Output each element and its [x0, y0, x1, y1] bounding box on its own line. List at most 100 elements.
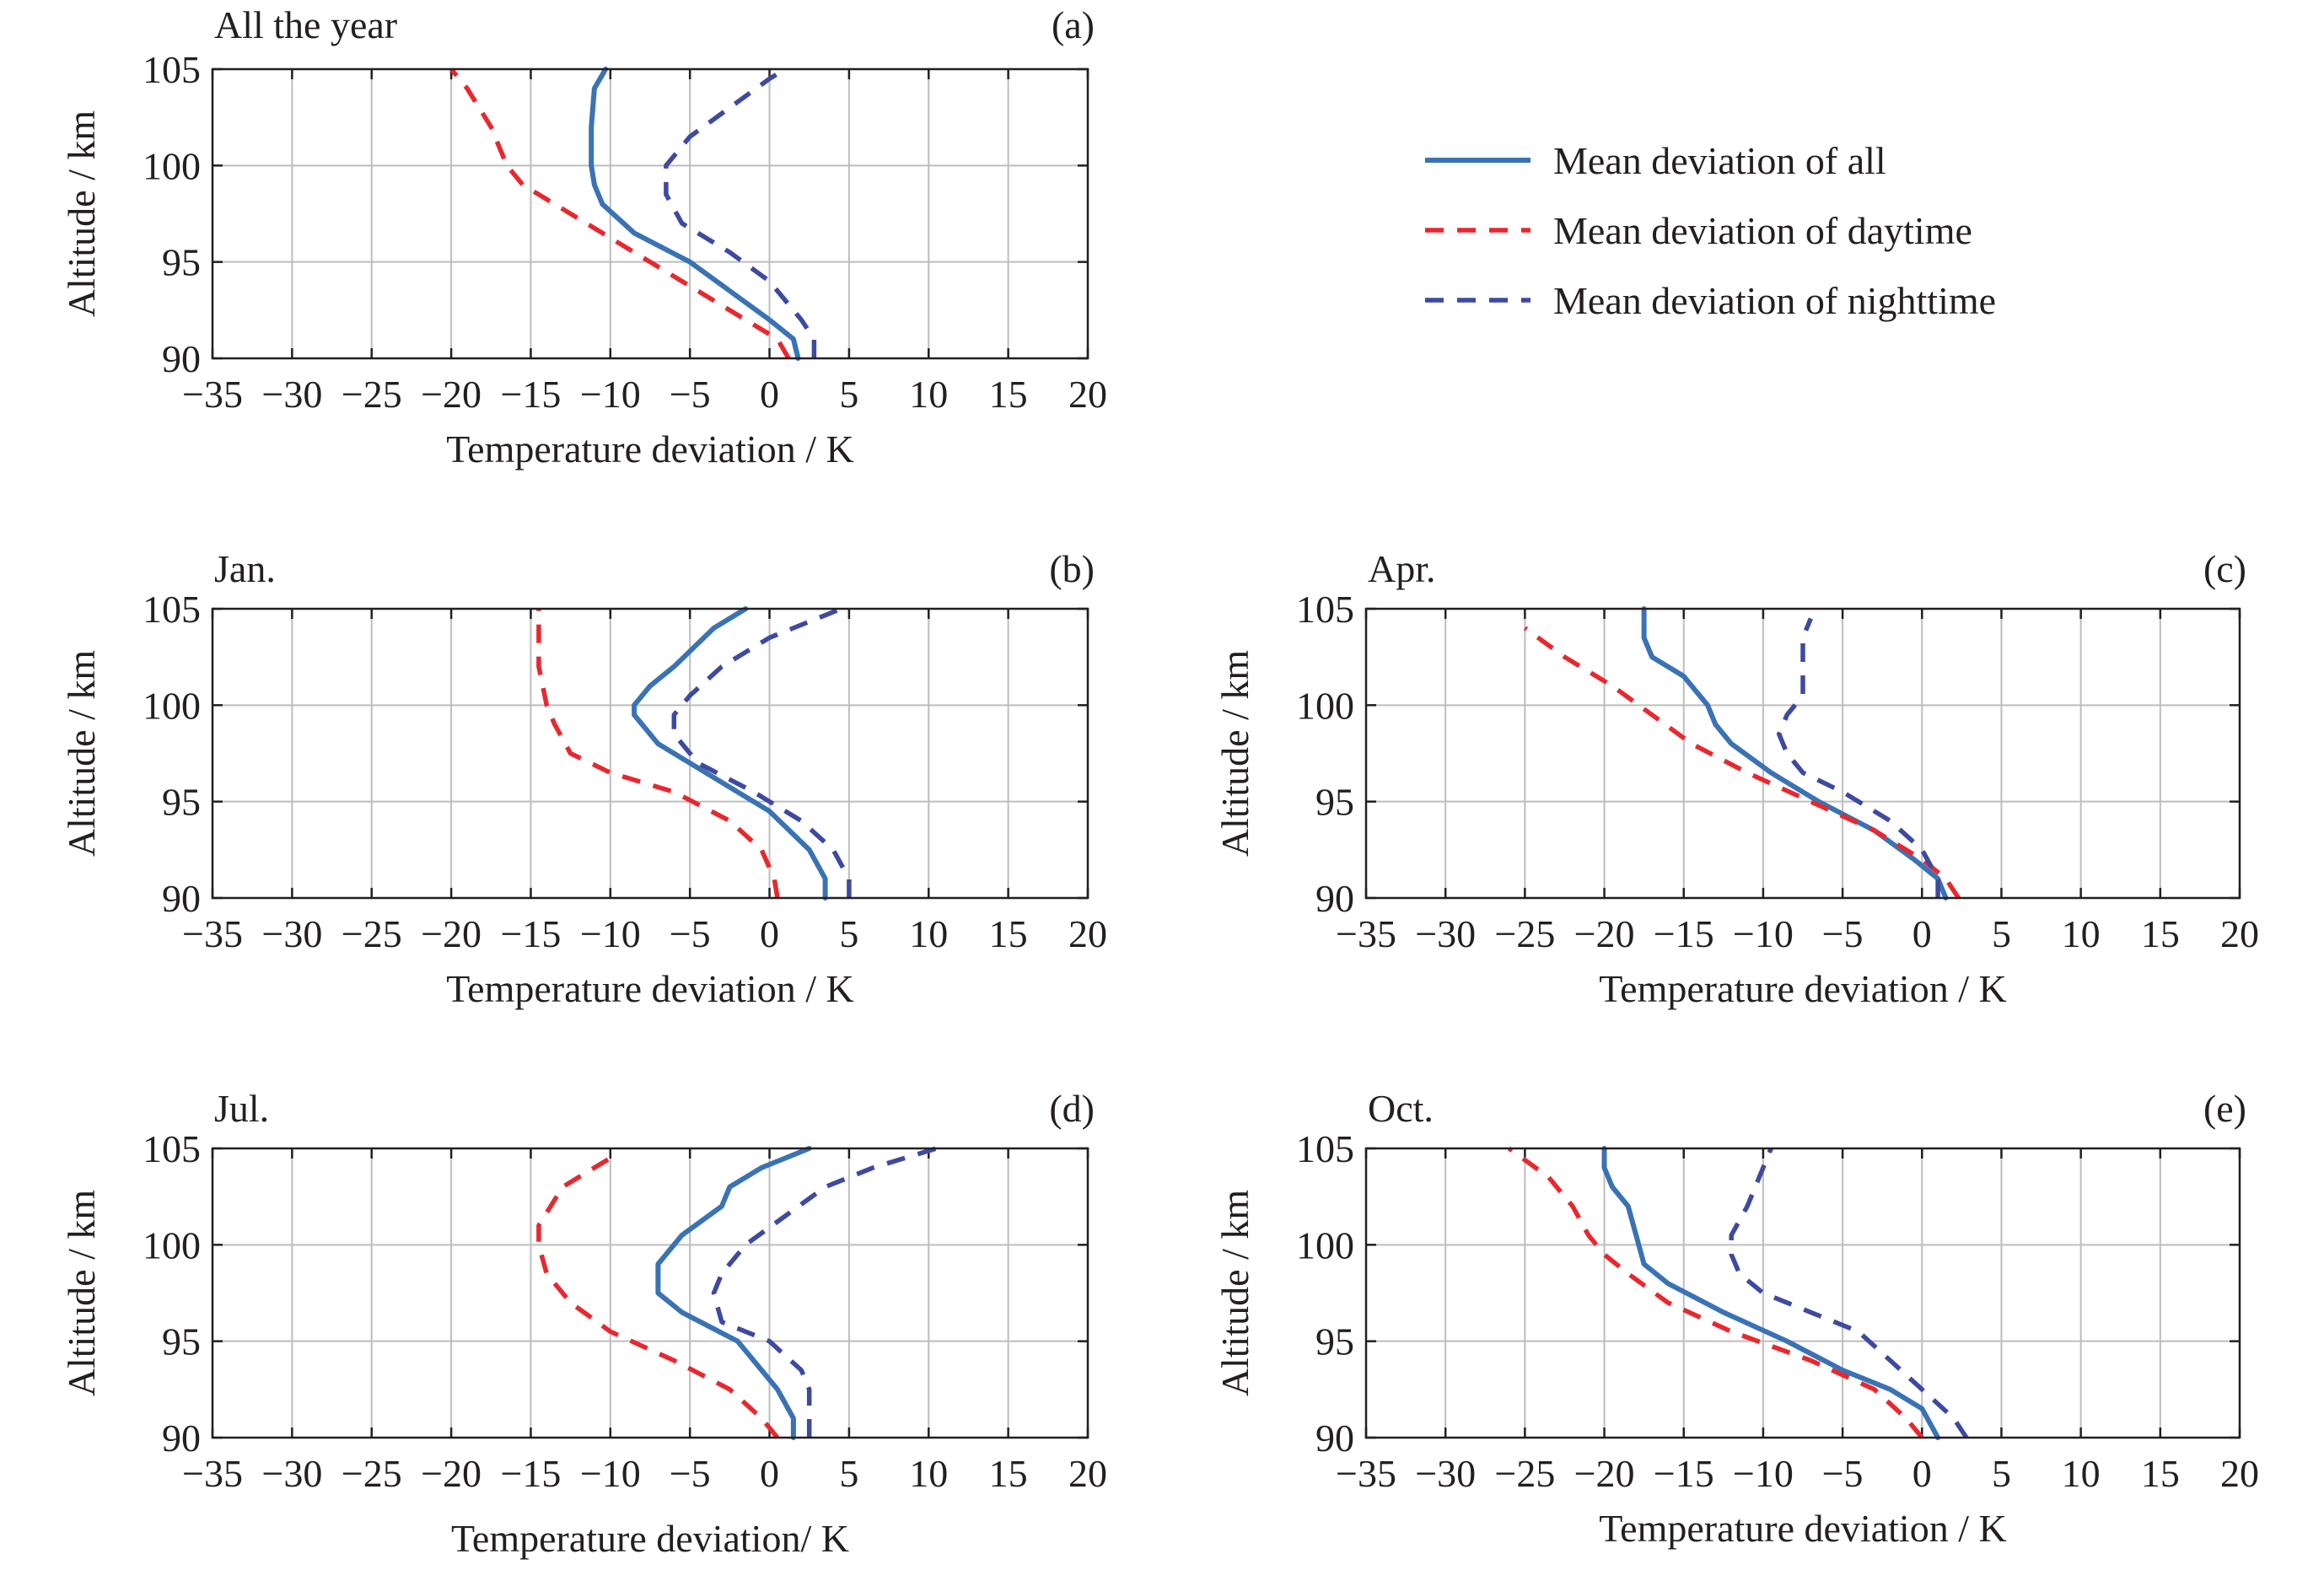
y-axis-label: Altitude / km [60, 110, 103, 318]
chart-panel-3: −35 −30 −25 −20 −15 −10 −5 0 5 10 15 20 90 95 100 105 Te… [1213, 547, 2259, 1010]
x-tick-label: −15 [500, 1452, 561, 1495]
x-tick-label: 15 [2141, 1452, 2180, 1495]
x-tick-label: 10 [909, 373, 948, 416]
x-tick-label: −25 [342, 1452, 402, 1495]
y-tick-label: 90 [1315, 1417, 1354, 1460]
x-tick-label: −25 [342, 912, 402, 955]
x-tick-label: −15 [1654, 1452, 1714, 1495]
series-line-daytime [536, 1156, 780, 1439]
series-line-daytime [1507, 1146, 1924, 1439]
x-axis-label: Temperature deviation / K [1599, 967, 2006, 1010]
x-tick-label: 15 [989, 373, 1028, 416]
x-tick-label: 5 [839, 373, 858, 416]
panel-title: Jul. [214, 1087, 269, 1130]
legend-label-all: Mean deviation of all [1553, 139, 1886, 182]
x-tick-label: −15 [500, 912, 561, 955]
x-tick-label: 20 [1068, 373, 1107, 416]
series-line-nighttime [711, 1146, 938, 1438]
y-tick-label: 95 [1315, 781, 1354, 824]
x-tick-label: −35 [1336, 912, 1396, 955]
x-tick-label: 5 [839, 1452, 858, 1495]
x-tick-label: −10 [580, 912, 641, 955]
x-tick-label: −20 [1574, 1452, 1635, 1495]
x-tick-label: 0 [760, 373, 779, 416]
x-tick-label: 5 [839, 912, 858, 955]
plot-frame [1364, 607, 2241, 900]
y-tick-label: 105 [1296, 1127, 1354, 1170]
panel-letter: (b) [1049, 547, 1095, 590]
series-line-daytime [536, 609, 780, 899]
y-tick-label: 100 [143, 144, 201, 187]
x-tick-label: 10 [909, 912, 948, 955]
series-line-all [1601, 1146, 1941, 1440]
x-tick-label: 20 [2220, 1452, 2259, 1495]
x-tick-label: −5 [1822, 912, 1864, 955]
x-tick-label: 20 [1068, 912, 1107, 955]
x-tick-label: −35 [182, 373, 243, 416]
x-tick-label: 10 [2062, 912, 2101, 955]
y-tick-label: 105 [143, 48, 201, 91]
x-tick-label: −20 [1574, 912, 1635, 955]
x-tick-label: 0 [1912, 912, 1932, 955]
panel-letter: (a) [1052, 3, 1095, 46]
y-tick-label: 90 [1315, 877, 1354, 920]
x-tick-label: −35 [182, 1452, 243, 1495]
panel-title: Apr. [1368, 547, 1436, 590]
panel-letter: (e) [2203, 1087, 2246, 1130]
y-axis-label: Altitude / km [60, 1190, 103, 1397]
y-tick-label: 95 [162, 241, 201, 284]
y-tick-label: 90 [162, 877, 201, 920]
x-tick-label: −5 [1822, 1452, 1864, 1495]
plot-frame [211, 67, 1089, 360]
x-tick-label: −20 [421, 912, 481, 955]
x-tick-label: −30 [261, 373, 322, 416]
x-axis-label: Temperature deviation / K [446, 967, 853, 1010]
panel-letter: (d) [1049, 1087, 1095, 1130]
x-tick-label: 0 [760, 912, 779, 955]
x-tick-label: −35 [1336, 1452, 1396, 1495]
y-tick-label: 105 [143, 588, 201, 631]
y-tick-label: 95 [162, 1320, 201, 1363]
series-line-nighttime [1776, 617, 1940, 898]
x-tick-label: 10 [2062, 1452, 2101, 1495]
chart-panel-2: −35 −30 −25 −20 −15 −10 −5 0 5 10 15 20 90 95 100 105 Te… [60, 547, 1107, 1010]
x-tick-label: 15 [989, 912, 1028, 955]
x-tick-label: −30 [1415, 912, 1476, 955]
panel-title: Jan. [214, 547, 276, 590]
x-tick-label: −30 [261, 912, 322, 955]
y-tick-label: 100 [143, 684, 201, 727]
panel-title: Oct. [1368, 1087, 1434, 1130]
y-tick-label: 100 [1296, 684, 1354, 727]
legend: Mean deviation of all Mean deviation of d… [1425, 139, 1996, 322]
x-tick-label: −10 [580, 1452, 641, 1495]
x-axis-label: Temperature deviation / K [446, 427, 853, 470]
panel-title: All the year [214, 3, 397, 46]
y-tick-label: 100 [1296, 1223, 1354, 1266]
y-tick-label: 105 [143, 1127, 201, 1170]
x-tick-label: −20 [421, 1452, 481, 1495]
series-line-all [1641, 606, 1949, 901]
plot-frame [211, 1147, 1089, 1439]
y-tick-label: 95 [1315, 1320, 1354, 1363]
x-tick-label: −15 [500, 373, 561, 416]
x-tick-label: −30 [1415, 1452, 1476, 1495]
x-tick-label: −30 [261, 1452, 322, 1495]
x-tick-label: 0 [1912, 1452, 1932, 1495]
x-tick-label: −10 [1733, 912, 1794, 955]
chart-panel-4: −35 −30 −25 −20 −15 −10 −5 0 5 10 15 20 90 95 100 105 Te… [60, 1087, 1107, 1560]
y-tick-label: 95 [162, 781, 201, 824]
x-axis-label: Temperature deviation/ K [451, 1517, 849, 1560]
y-axis-label: Altitude / km [60, 650, 103, 858]
plot-frame [211, 607, 1089, 900]
x-tick-label: −5 [670, 373, 711, 416]
x-tick-label: 20 [2220, 912, 2259, 955]
series-line-nighttime [664, 67, 817, 358]
y-axis-label: Altitude / km [1213, 650, 1256, 858]
x-tick-label: −15 [1654, 912, 1714, 955]
series-line-daytime [449, 67, 791, 360]
x-tick-label: −25 [1494, 912, 1555, 955]
series-line-nighttime [1729, 1147, 1969, 1439]
y-tick-label: 90 [162, 1417, 201, 1460]
y-axis-label: Altitude / km [1213, 1190, 1256, 1397]
